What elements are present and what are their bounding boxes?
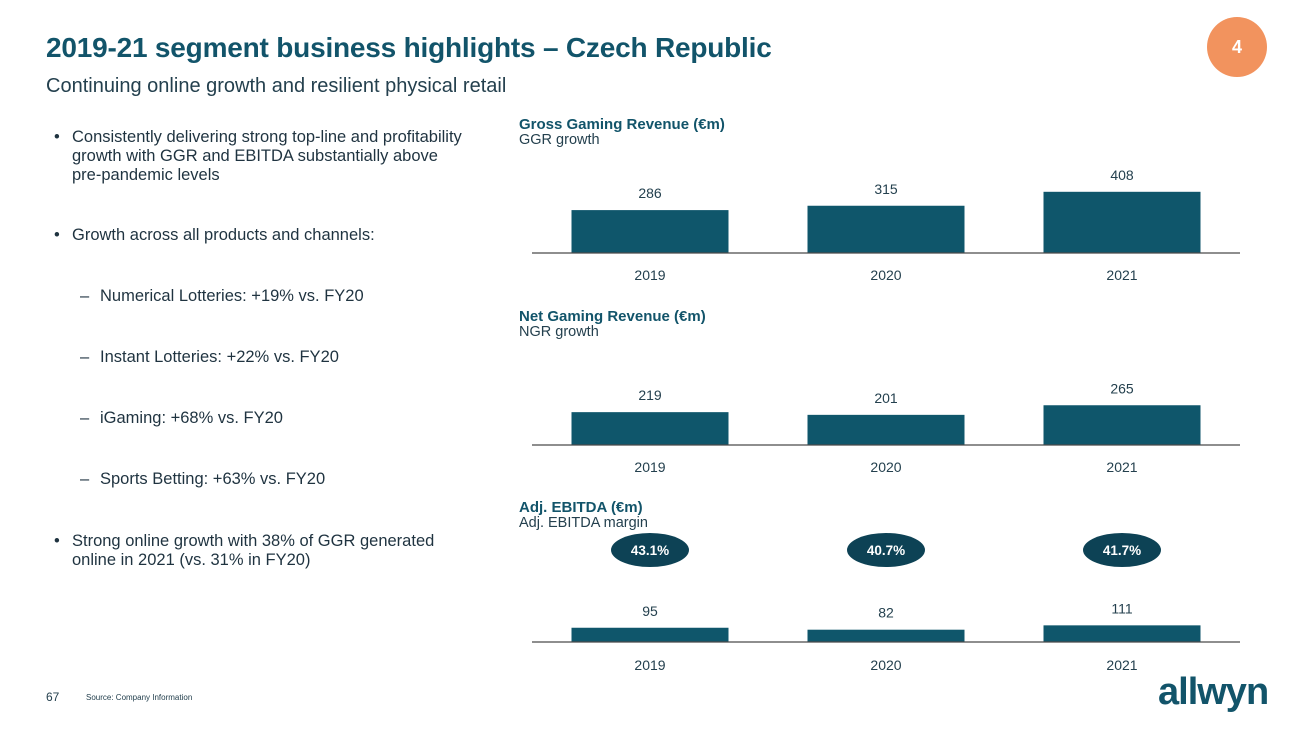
bar xyxy=(807,414,965,445)
bar-value-label: 95 xyxy=(642,603,658,619)
sub-bullet-item: – iGaming: +68% vs. FY20 xyxy=(80,409,460,428)
bullet-dot-icon: • xyxy=(54,532,60,550)
footer-page-number: 67 xyxy=(46,690,60,704)
margin-badge xyxy=(1083,533,1161,567)
bar xyxy=(571,210,729,253)
sub-bullet-text: Sports Betting: +63% vs. FY20 xyxy=(100,470,326,488)
bar-value-label: 201 xyxy=(874,390,898,406)
bullet-item: • Consistently delivering strong top-lin… xyxy=(50,128,462,185)
ebitda-chart-subtitle: Adj. EBITDA margin xyxy=(519,515,648,531)
bullet-item: • Growth across all products and channel… xyxy=(50,226,462,245)
margin-badge-label: 40.7% xyxy=(867,543,905,558)
bullet-text: Growth across all products and channels: xyxy=(72,226,375,244)
page-number-badge: 4 xyxy=(1207,17,1267,77)
x-tick-label: 2021 xyxy=(1106,267,1137,283)
page-subtitle: Continuing online growth and resilient p… xyxy=(46,75,507,97)
x-tick-label: 2020 xyxy=(870,459,901,475)
margin-badge-label: 43.1% xyxy=(631,543,669,558)
bar-value-label: 265 xyxy=(1110,380,1134,396)
bullet-text: Strong online growth with 38% of GGR gen… xyxy=(72,532,435,569)
sub-bullet-item: – Sports Betting: +63% vs. FY20 xyxy=(80,470,460,489)
bullet-item: • Strong online growth with 38% of GGR g… xyxy=(50,532,462,570)
bullet-dot-icon: • xyxy=(54,128,60,146)
x-tick-label: 2020 xyxy=(870,657,901,673)
bar-value-label: 286 xyxy=(638,185,662,201)
bar xyxy=(1043,405,1201,445)
x-tick-label: 2021 xyxy=(1106,657,1137,673)
sub-bullet-item: – Instant Lotteries: +22% vs. FY20 xyxy=(80,348,460,367)
margin-badge xyxy=(611,533,689,567)
dash-icon: – xyxy=(80,409,90,427)
x-tick-label: 2019 xyxy=(634,267,665,283)
bar-value-label: 219 xyxy=(638,387,662,403)
margin-badge xyxy=(847,533,925,567)
bar xyxy=(1043,191,1201,253)
footer-source: Source: Company Information xyxy=(86,693,193,702)
bar-value-label: 315 xyxy=(874,181,898,197)
dash-icon: – xyxy=(80,287,90,305)
allwyn-logo: allwyn xyxy=(1158,671,1269,713)
ngr-chart-subtitle: NGR growth xyxy=(519,324,599,340)
sub-bullet-text: Instant Lotteries: +22% vs. FY20 xyxy=(100,348,339,366)
x-tick-label: 2021 xyxy=(1106,459,1137,475)
bar-value-label: 82 xyxy=(878,605,894,621)
bullet-dot-icon: • xyxy=(54,226,60,244)
bar-value-label: 408 xyxy=(1110,167,1134,183)
ggr-chart-subtitle: GGR growth xyxy=(519,132,600,148)
margin-badge-label: 41.7% xyxy=(1103,543,1141,558)
x-tick-label: 2020 xyxy=(870,267,901,283)
bullet-text: Consistently delivering strong top-line … xyxy=(72,128,462,184)
ggr-chart-title: Gross Gaming Revenue (€m) xyxy=(519,116,725,133)
bar xyxy=(571,412,729,445)
ebitda-chart-title: Adj. EBITDA (€m) xyxy=(519,499,643,516)
dash-icon: – xyxy=(80,470,90,488)
x-tick-label: 2019 xyxy=(634,459,665,475)
ngr-chart-title: Net Gaming Revenue (€m) xyxy=(519,308,706,325)
dash-icon: – xyxy=(80,348,90,366)
bar xyxy=(1043,625,1201,642)
sub-bullet-text: iGaming: +68% vs. FY20 xyxy=(100,409,283,427)
bar xyxy=(571,627,729,642)
bar xyxy=(807,205,965,253)
page-title: 2019-21 segment business highlights – Cz… xyxy=(46,32,772,63)
bar xyxy=(807,629,965,642)
sub-bullet-item: – Numerical Lotteries: +19% vs. FY20 xyxy=(80,287,460,306)
bar-value-label: 111 xyxy=(1111,600,1132,616)
sub-bullet-text: Numerical Lotteries: +19% vs. FY20 xyxy=(100,287,364,305)
x-tick-label: 2019 xyxy=(634,657,665,673)
